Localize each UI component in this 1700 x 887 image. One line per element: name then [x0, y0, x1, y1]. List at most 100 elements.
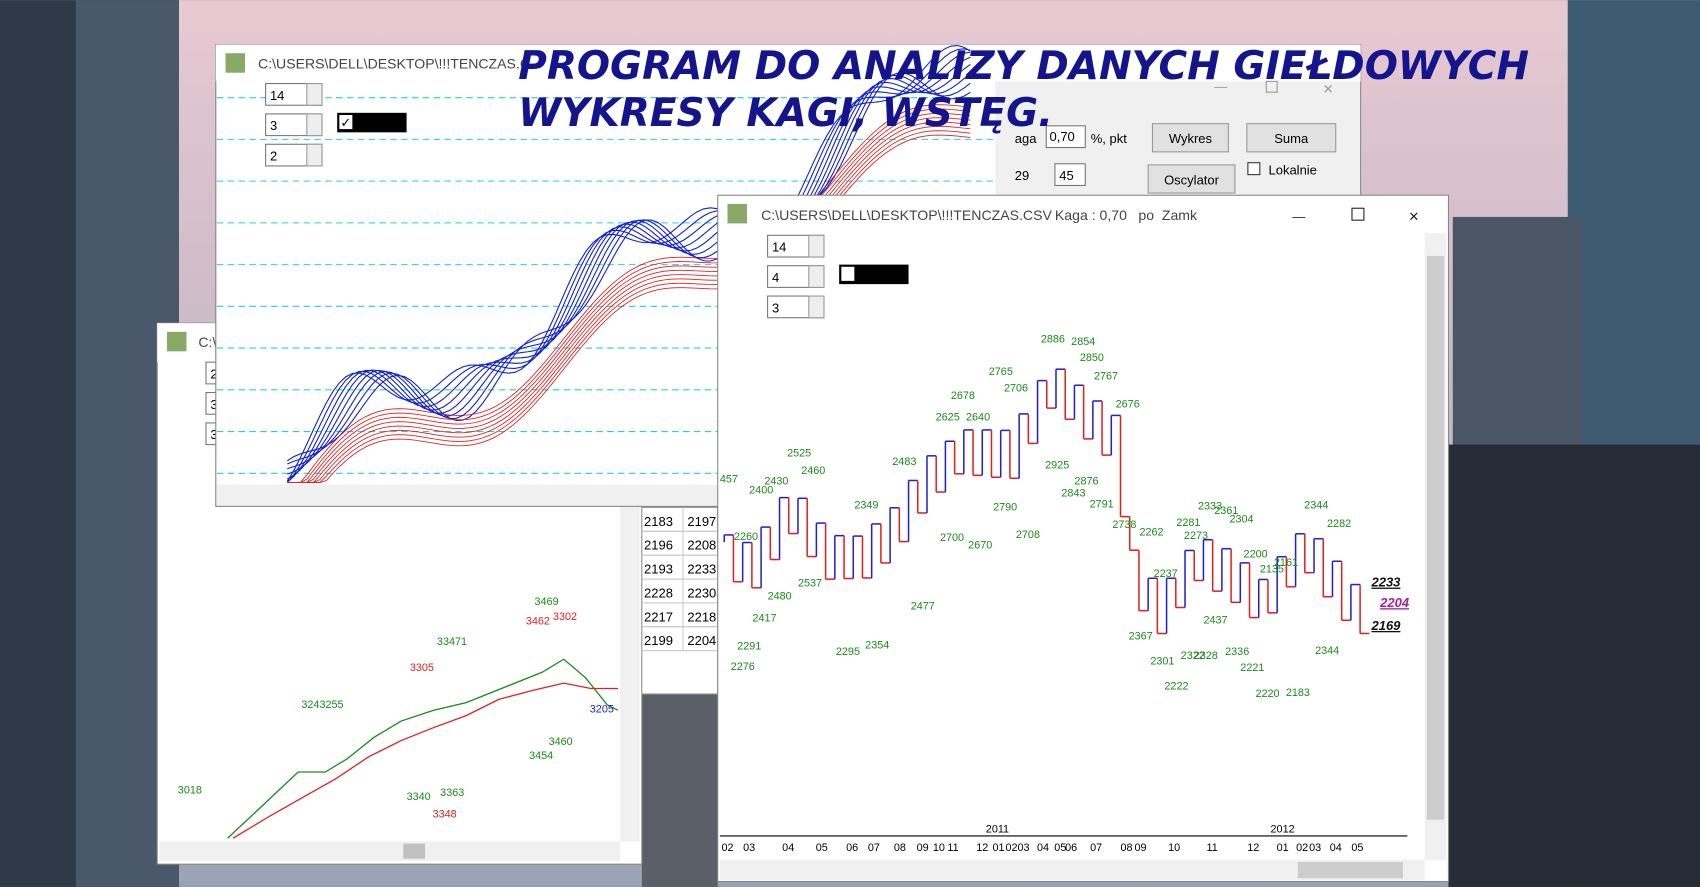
- minimize[interactable]: —: [1292, 209, 1305, 224]
- window-title: po Zamk: [1138, 207, 1198, 223]
- kagi-label: 2708: [1016, 529, 1040, 541]
- kagi-label: 2161: [1274, 557, 1298, 569]
- chart-label: 3205: [590, 703, 614, 715]
- kagi-label: 2678: [951, 390, 975, 402]
- button-label: Suma: [1274, 131, 1309, 146]
- table-window: 2183 2197 2196 2208 2193 2233 2228 2230 2217 2218…: [641, 506, 719, 695]
- svg-text:✓: ✓: [340, 115, 351, 130]
- chart-label: 3363: [440, 787, 464, 799]
- spin-value: 4: [772, 270, 779, 285]
- spin-buttons: [306, 113, 323, 137]
- button[interactable]: [1151, 123, 1229, 153]
- spin-value: 2: [270, 149, 277, 164]
- band-line: [286, 51, 971, 483]
- window-title: Kaga : 0,70: [1055, 207, 1127, 223]
- kagi-label: 2333: [1198, 501, 1222, 513]
- band-line: [286, 44, 971, 482]
- spin-value: 14: [270, 88, 284, 103]
- spin-value: 3: [210, 427, 217, 442]
- maximize[interactable]: [1351, 207, 1365, 221]
- kagi-label: 2430: [764, 476, 788, 488]
- kagi-label: 2480: [768, 591, 792, 603]
- x-tick-label: 02: [1006, 842, 1018, 854]
- spin-buttons: [306, 83, 323, 106]
- table-cell: 2197: [687, 514, 716, 529]
- x-tick-label: 03: [1309, 842, 1321, 854]
- checkbox-label: Lokalnie: [1268, 163, 1316, 178]
- chart-label: 3243255: [301, 699, 343, 711]
- kagi-label: 2850: [1080, 352, 1104, 364]
- x-tick-label: 05: [1054, 842, 1066, 854]
- x-tick-label: 11: [1206, 842, 1217, 854]
- x-tick-label: 07: [868, 842, 880, 854]
- x-tick-label: 04: [1037, 842, 1049, 854]
- spin-value: 2: [210, 366, 217, 381]
- close[interactable]: ✕: [1408, 209, 1419, 224]
- button[interactable]: [1246, 123, 1337, 153]
- kagi-label: 2460: [801, 465, 825, 477]
- spin-value: 3: [270, 118, 277, 133]
- kagi-label: 2336: [1225, 646, 1249, 658]
- input-value: 45: [1059, 168, 1073, 183]
- label: aga: [1015, 131, 1037, 146]
- x-tick-label: 11: [947, 842, 958, 854]
- x-tick-label: 04: [1330, 842, 1342, 854]
- x-tick-label: 10: [1168, 842, 1180, 854]
- close[interactable]: ✕: [1323, 81, 1334, 96]
- x-tick-label: 01: [993, 842, 1005, 854]
- input[interactable]: [1045, 125, 1086, 149]
- spin-buttons: [808, 295, 825, 319]
- kagi-label: 2220: [1255, 688, 1279, 700]
- button-label: Wykres: [1169, 131, 1213, 146]
- last-value: 2204: [1379, 595, 1410, 610]
- band-line: [287, 134, 971, 483]
- minimize[interactable]: —: [1214, 79, 1227, 94]
- kagi-label: 2354: [865, 639, 889, 651]
- kagi-label: 2525: [787, 448, 811, 460]
- chart-label: 3454: [529, 750, 553, 762]
- kagi-label: 2886: [1041, 334, 1065, 346]
- kagi-label: 2221: [1240, 662, 1264, 674]
- table-cell: 2196: [644, 538, 673, 553]
- x-tick-label: 06: [1065, 842, 1077, 854]
- kagi-label: 2291: [737, 640, 761, 652]
- spin-value: 3: [772, 300, 779, 315]
- table-cell: 2228: [644, 585, 673, 600]
- chart-label: 3462: [526, 616, 550, 628]
- year-label: 2012: [1271, 824, 1295, 836]
- x-tick-label: 03: [743, 842, 755, 854]
- chart-label: 33471: [437, 636, 467, 648]
- kagi-label: 2670: [968, 540, 992, 552]
- band-line: [287, 74, 971, 465]
- x-tick-label: 01: [1277, 842, 1289, 854]
- button-label: Oscylator: [1164, 172, 1220, 187]
- chart-label: 3018: [178, 785, 202, 797]
- band-line: [287, 73, 971, 470]
- input[interactable]: [1054, 163, 1086, 187]
- table-cell: 2217: [644, 609, 673, 624]
- kagi-label: 2344: [1304, 500, 1328, 512]
- x-tick-label: 07: [1090, 842, 1102, 854]
- band-line: [287, 63, 971, 475]
- chart-label: 3305: [410, 662, 434, 674]
- kagi-label: 2322: [1181, 650, 1205, 662]
- x-tick-label: 09: [917, 842, 929, 854]
- x-tick-label: 12: [1247, 842, 1259, 854]
- kagi-label: 2281: [1176, 517, 1200, 529]
- button[interactable]: [1147, 164, 1236, 194]
- kagi-label: 2843: [1061, 488, 1085, 500]
- chart-label: 3460: [549, 736, 573, 748]
- band-line: [287, 125, 971, 483]
- checkbox[interactable]: [1247, 162, 1261, 176]
- maximize[interactable]: [1265, 80, 1278, 93]
- table-cell: 2218: [687, 609, 716, 624]
- kagi-label: 2477: [911, 600, 935, 612]
- kagi-label: 2200: [1244, 548, 1268, 560]
- window-title: C:\USERS\DELL\DESKTOP\!!!TENCZAS.C: [258, 55, 530, 71]
- chart-label: 3340: [407, 791, 431, 803]
- kagi-label: 2367: [1129, 631, 1153, 643]
- kagi-label: 2304: [1229, 514, 1253, 526]
- kagi-label: 457: [720, 474, 738, 486]
- x-tick-label: 10: [933, 842, 945, 854]
